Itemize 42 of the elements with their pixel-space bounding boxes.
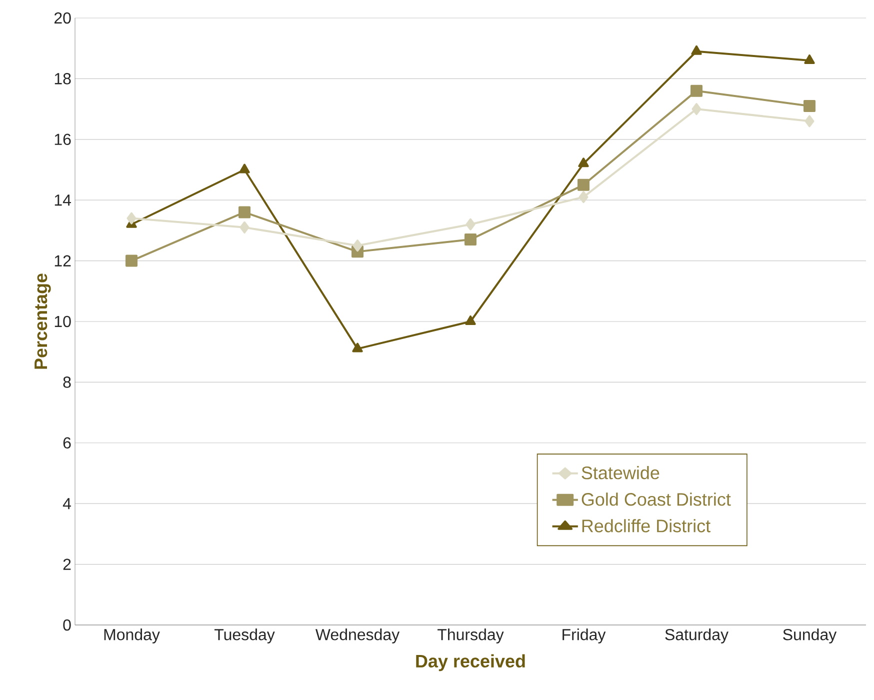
legend-label: Statewide	[582, 466, 660, 480]
x-tick-label: Saturday	[665, 628, 728, 644]
legend-label: Redcliffe District	[582, 519, 710, 532]
point	[690, 84, 702, 97]
point	[239, 164, 250, 174]
point	[578, 158, 589, 168]
point	[238, 206, 251, 218]
y-tick-label: 6	[63, 437, 71, 449]
x-tick-label: Tuesday	[214, 628, 275, 644]
point	[240, 221, 250, 234]
point	[804, 115, 814, 128]
x-tick-label: Sunday	[783, 628, 837, 644]
y-tick-label: 20	[54, 12, 71, 24]
point	[804, 100, 816, 112]
point	[465, 315, 476, 325]
point	[578, 178, 590, 191]
y-tick-label: 12	[54, 255, 71, 266]
point	[352, 240, 362, 252]
point	[692, 103, 702, 116]
y-tick-label: 18	[54, 73, 71, 84]
y-tick-label: 14	[54, 194, 71, 206]
y-tick-label: 2	[63, 558, 71, 570]
x-tick-label: Friday	[562, 628, 606, 644]
point	[691, 45, 702, 55]
point	[804, 54, 815, 64]
point	[352, 342, 363, 352]
legend-label: Gold Coast District	[582, 492, 731, 506]
y-tick-label: 10	[54, 316, 71, 328]
y-axis-title: Percentage	[34, 274, 51, 369]
point	[126, 254, 138, 267]
y-tick-label: 8	[63, 376, 71, 388]
x-axis-title: Day received	[416, 654, 525, 672]
y-tick-label: 4	[62, 498, 71, 510]
point	[464, 234, 476, 246]
x-tick-label: Thursday	[438, 628, 504, 644]
x-tick-label: Monday	[104, 628, 160, 644]
point	[126, 212, 136, 224]
x-tick-label: Wednesday	[315, 628, 400, 644]
point	[578, 191, 588, 204]
y-tick-label: 0	[63, 619, 71, 631]
y-tick-label: 16	[54, 134, 71, 146]
point	[466, 218, 476, 230]
